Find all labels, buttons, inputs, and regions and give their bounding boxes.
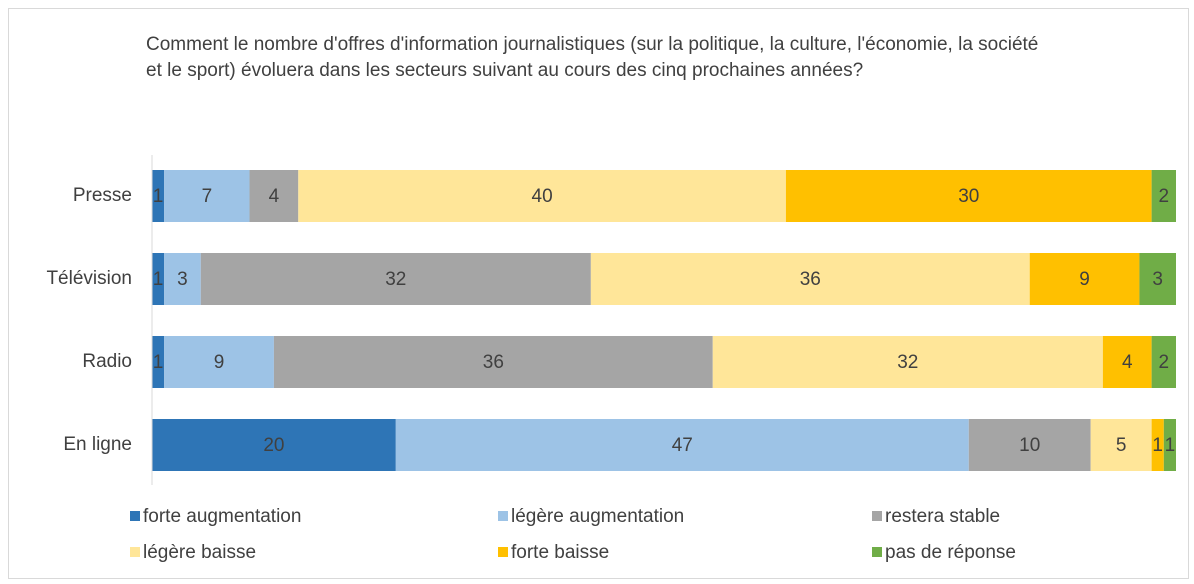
legend-swatch <box>872 547 882 557</box>
chart-title: Comment le nombre d'offres d'information… <box>146 34 1039 81</box>
data-label: 3 <box>1152 269 1163 290</box>
legend-label: pas de réponse <box>885 542 1016 563</box>
data-label: 5 <box>1116 435 1127 456</box>
bar-segment <box>1151 419 1164 471</box>
bar-segment <box>152 336 165 388</box>
data-label: 20 <box>263 435 284 456</box>
data-label: 2 <box>1159 352 1170 373</box>
y-tick-label: Radio <box>82 351 132 372</box>
bar-segment <box>152 253 165 305</box>
legend-swatch <box>130 547 140 557</box>
bar-segment <box>1163 419 1176 471</box>
data-label: 4 <box>1122 352 1133 373</box>
bar-segment <box>164 170 250 222</box>
data-label: 1 <box>1165 435 1176 456</box>
bar-segment <box>1090 419 1152 471</box>
y-tick-label: En ligne <box>63 434 132 455</box>
legend-swatch <box>872 511 882 521</box>
bar-segment <box>712 336 1103 388</box>
legend-label: restera stable <box>885 506 1000 527</box>
data-label: 1 <box>153 186 164 207</box>
bar-segment <box>298 170 786 222</box>
data-label: 1 <box>153 269 164 290</box>
bar-segment <box>785 170 1152 222</box>
legend-label: forte augmentation <box>143 506 301 527</box>
data-label: 32 <box>897 352 918 373</box>
bar-segment <box>1151 170 1176 222</box>
bar-segment <box>152 419 396 471</box>
data-label: 9 <box>1079 269 1090 290</box>
data-label: 7 <box>202 186 213 207</box>
bar-segment <box>164 336 274 388</box>
data-label: 10 <box>1019 435 1040 456</box>
data-label: 32 <box>385 269 406 290</box>
data-label: 36 <box>483 352 504 373</box>
bar-segment <box>1102 336 1152 388</box>
legend-swatch <box>498 547 508 557</box>
bar-segment <box>1151 336 1176 388</box>
y-tick-label: Presse <box>73 185 132 206</box>
data-label: 9 <box>214 352 225 373</box>
data-label: 36 <box>800 269 821 290</box>
data-label: 2 <box>1159 186 1170 207</box>
legend-swatch <box>130 511 140 521</box>
legend-swatch <box>498 511 508 521</box>
data-label: 47 <box>672 435 693 456</box>
legend-label: forte baisse <box>511 542 609 563</box>
bar-segment <box>249 170 299 222</box>
bar-segment <box>395 419 969 471</box>
bar-segment <box>152 170 165 222</box>
bar-segment <box>590 253 1030 305</box>
bar-segment <box>273 336 713 388</box>
bar-segment <box>200 253 591 305</box>
bar-segment <box>164 253 201 305</box>
y-tick-label: Télévision <box>46 268 132 289</box>
bar-segment <box>1029 253 1140 305</box>
chart-border <box>8 8 1189 579</box>
data-label: 30 <box>958 186 979 207</box>
data-label: 3 <box>177 269 188 290</box>
data-label: 4 <box>269 186 280 207</box>
data-label: 40 <box>532 186 553 207</box>
legend-label: légère augmentation <box>511 506 684 527</box>
bar-segment <box>968 419 1091 471</box>
data-label: 1 <box>1152 435 1163 456</box>
data-label: 1 <box>153 352 164 373</box>
bar-segment <box>1139 253 1176 305</box>
legend-label: légère baisse <box>143 542 256 563</box>
